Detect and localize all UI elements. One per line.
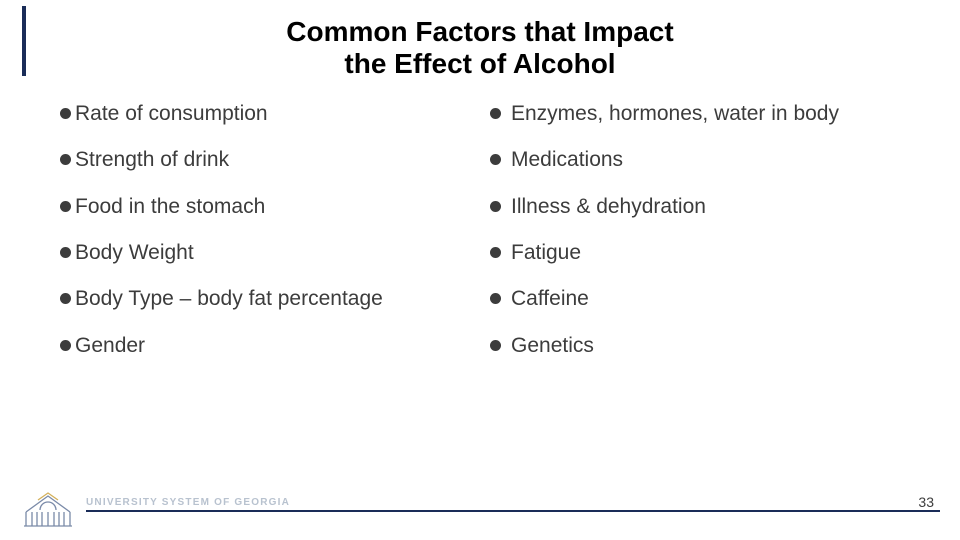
title-line-1: Common Factors that Impact	[0, 16, 960, 48]
usg-logo-icon	[20, 482, 76, 530]
title-line-2: the Effect of Alcohol	[0, 48, 960, 80]
list-item-text: Rate of consumption	[75, 100, 490, 128]
bullet-icon	[490, 293, 501, 304]
slide-title: Common Factors that Impact the Effect of…	[0, 16, 960, 80]
page-number: 33	[918, 494, 934, 510]
bullet-icon	[490, 340, 501, 351]
bullet-icon	[60, 247, 71, 258]
list-item: Genetics	[490, 332, 920, 360]
content-columns: Rate of consumption Strength of drink Fo…	[60, 100, 920, 378]
list-item-text: Genetics	[511, 332, 920, 360]
list-item-text: Food in the stomach	[75, 193, 490, 221]
list-item-text: Caffeine	[511, 285, 920, 313]
list-item-text: Illness & dehydration	[511, 193, 920, 221]
list-item-text: Strength of drink	[75, 146, 490, 174]
list-item: Enzymes, hormones, water in body	[490, 100, 920, 128]
bullet-icon	[490, 108, 501, 119]
list-item: Caffeine	[490, 285, 920, 313]
list-item-text: Medications	[511, 146, 920, 174]
list-item: Body Type – body fat percentage	[60, 285, 490, 313]
footer-rule	[86, 510, 940, 512]
list-item: Illness & dehydration	[490, 193, 920, 221]
bullet-icon	[490, 201, 501, 212]
list-item-text: Gender	[75, 332, 490, 360]
list-item: Rate of consumption	[60, 100, 490, 128]
bullet-icon	[490, 154, 501, 165]
bullet-icon	[60, 201, 71, 212]
bullet-icon	[60, 154, 71, 165]
footer-org-text: UNIVERSITY SYSTEM OF GEORGIA	[86, 497, 290, 508]
list-item-text: Body Type – body fat percentage	[75, 285, 490, 313]
list-item: Gender	[60, 332, 490, 360]
list-item-text: Body Weight	[75, 239, 490, 267]
list-item: Fatigue	[490, 239, 920, 267]
list-item-text: Enzymes, hormones, water in body	[511, 100, 920, 128]
list-item: Body Weight	[60, 239, 490, 267]
list-item-text: Fatigue	[511, 239, 920, 267]
list-item: Medications	[490, 146, 920, 174]
bullet-icon	[60, 108, 71, 119]
list-item: Strength of drink	[60, 146, 490, 174]
bullet-icon	[490, 247, 501, 258]
right-column: Enzymes, hormones, water in body Medicat…	[490, 100, 920, 378]
bullet-icon	[60, 340, 71, 351]
bullet-icon	[60, 293, 71, 304]
footer: UNIVERSITY SYSTEM OF GEORGIA	[20, 482, 940, 530]
list-item: Food in the stomach	[60, 193, 490, 221]
left-column: Rate of consumption Strength of drink Fo…	[60, 100, 490, 378]
slide: Common Factors that Impact the Effect of…	[0, 0, 960, 540]
